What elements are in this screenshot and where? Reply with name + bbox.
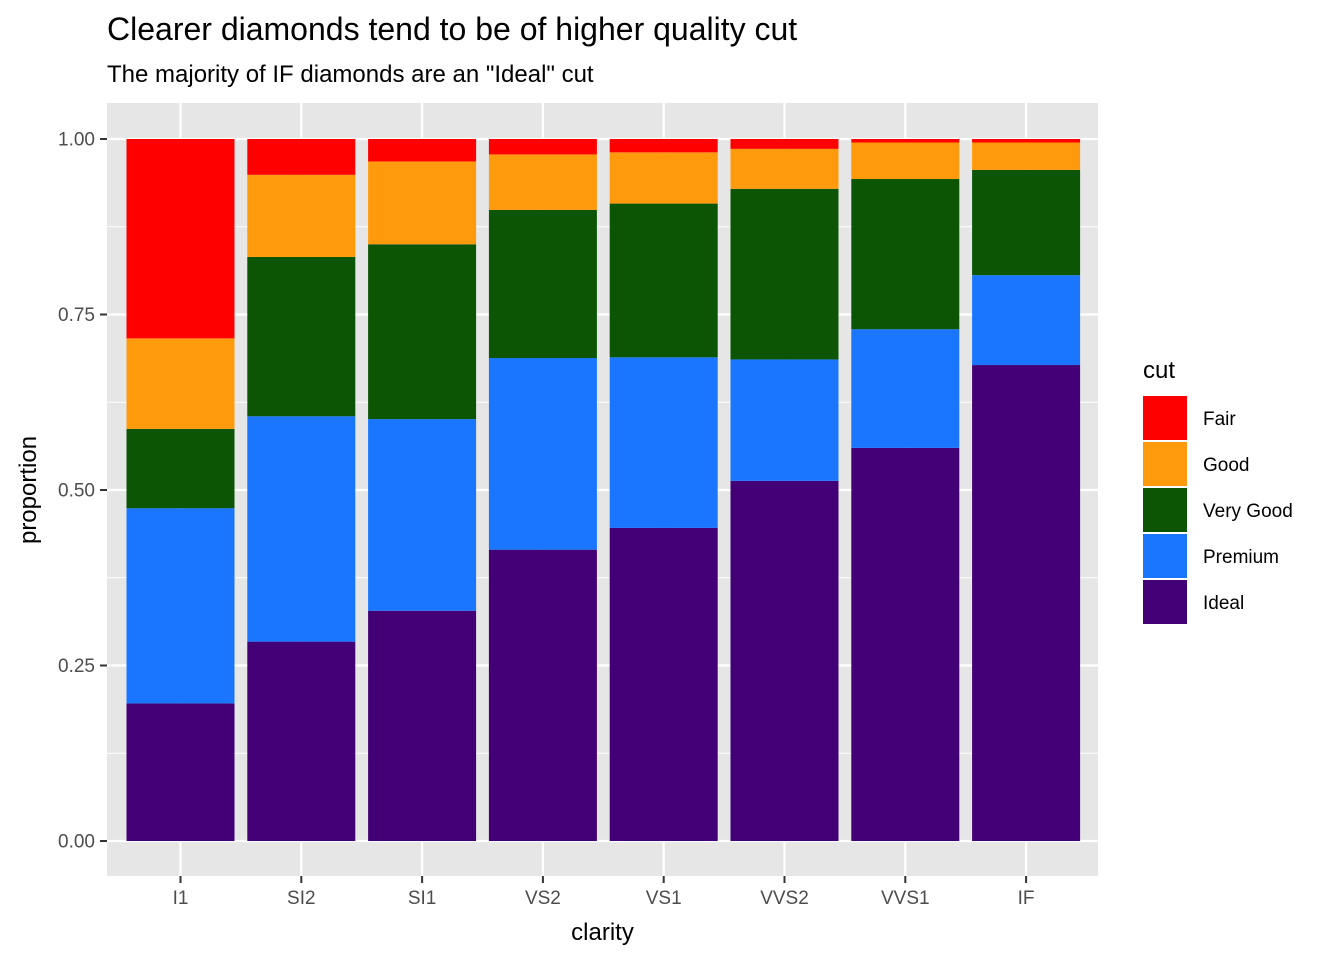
bar-segment-very-good-vvs2: [730, 188, 839, 360]
bar-segment-ideal-vvs2: [730, 480, 839, 841]
bar-segment-very-good-vs1: [609, 203, 718, 358]
bar-segment-premium-vvs2: [730, 359, 839, 481]
legend-title: cut: [1143, 357, 1175, 384]
legend-key-premium: [1143, 534, 1187, 578]
bar-segment-premium-vs2: [488, 358, 597, 550]
bar-segment-fair-if: [972, 139, 1081, 143]
chart-subtitle: The majority of IF diamonds are an "Idea…: [107, 61, 594, 88]
bar-segment-ideal-if: [972, 365, 1081, 841]
bar-segment-ideal-vs2: [488, 549, 597, 841]
bar-segment-good-si2: [247, 174, 356, 257]
bar-segment-premium-si2: [247, 416, 356, 642]
bar-segment-good-vs1: [609, 152, 718, 204]
bar-segment-fair-si1: [368, 139, 477, 162]
y-axis: 0.00 0.25 0.50 0.75 1.00: [58, 130, 107, 853]
x-axis-title: clarity: [571, 919, 634, 946]
bar-segment-ideal-i1: [126, 703, 235, 841]
bar-segment-very-good-i1: [126, 428, 235, 509]
legend-key-very-good: [1143, 488, 1187, 532]
x-axis: I1 SI2 SI1 VS2 VS1 VVS2 VVS1 IF: [173, 876, 1035, 909]
x-tick-label: SI1: [408, 888, 437, 909]
bar-segment-premium-i1: [126, 508, 235, 704]
legend-key-ideal: [1143, 580, 1187, 624]
bar-segment-fair-i1: [126, 139, 235, 339]
legend-label-ideal: Ideal: [1203, 593, 1244, 614]
bar-segment-very-good-si2: [247, 256, 356, 417]
y-tick-label: 0.25: [58, 656, 95, 677]
bar-segment-fair-vvs2: [730, 139, 839, 149]
bar-segment-ideal-si1: [368, 610, 477, 841]
bar-segment-good-si1: [368, 161, 477, 245]
bar-segment-premium-if: [972, 275, 1081, 366]
bar-segment-good-vvs1: [851, 142, 960, 180]
bar-segment-very-good-vvs1: [851, 179, 960, 330]
bar-segment-premium-vvs1: [851, 329, 960, 448]
bar-segment-good-if: [972, 142, 1081, 170]
x-tick-label: I1: [173, 888, 189, 909]
y-axis-title: proportion: [15, 436, 42, 544]
legend-key-fair: [1143, 396, 1187, 440]
bar-segment-fair-vs2: [488, 139, 597, 155]
x-tick-label: IF: [1018, 888, 1035, 909]
bar-segment-premium-si1: [368, 419, 477, 611]
bar-segment-ideal-vs1: [609, 527, 718, 841]
bar-segment-ideal-vvs1: [851, 447, 960, 841]
bar-segment-very-good-if: [972, 169, 1081, 276]
legend-label-premium: Premium: [1203, 547, 1279, 568]
bar-segment-ideal-si2: [247, 641, 356, 841]
x-tick-label: VVS2: [760, 888, 809, 909]
legend: cut Fair Good Very Good Premium Ideal: [1143, 357, 1293, 624]
x-tick-label: SI2: [287, 888, 316, 909]
bar-segment-fair-vvs1: [851, 139, 960, 143]
bar-segment-good-vs2: [488, 154, 597, 210]
legend-key-good: [1143, 442, 1187, 486]
bar-segment-premium-vs1: [609, 357, 718, 528]
x-tick-label: VS1: [646, 888, 682, 909]
bar-segment-very-good-si1: [368, 244, 477, 420]
bar-segment-good-i1: [126, 338, 235, 429]
y-tick-label: 0.75: [58, 305, 95, 326]
bar-segment-good-vvs2: [730, 148, 839, 189]
legend-label-fair: Fair: [1203, 409, 1236, 430]
y-tick-label: 1.00: [58, 130, 95, 151]
chart-title: Clearer diamonds tend to be of higher qu…: [107, 11, 797, 47]
y-tick-label: 0.00: [58, 832, 95, 853]
bars: [126, 139, 1081, 841]
y-tick-label: 0.50: [58, 481, 95, 502]
legend-label-very-good: Very Good: [1203, 501, 1293, 522]
bar-segment-fair-si2: [247, 139, 356, 175]
x-tick-label: VS2: [525, 888, 561, 909]
legend-label-good: Good: [1203, 455, 1249, 476]
bar-segment-very-good-vs2: [488, 209, 597, 359]
bar-segment-fair-vs1: [609, 139, 718, 153]
x-tick-label: VVS1: [881, 888, 930, 909]
